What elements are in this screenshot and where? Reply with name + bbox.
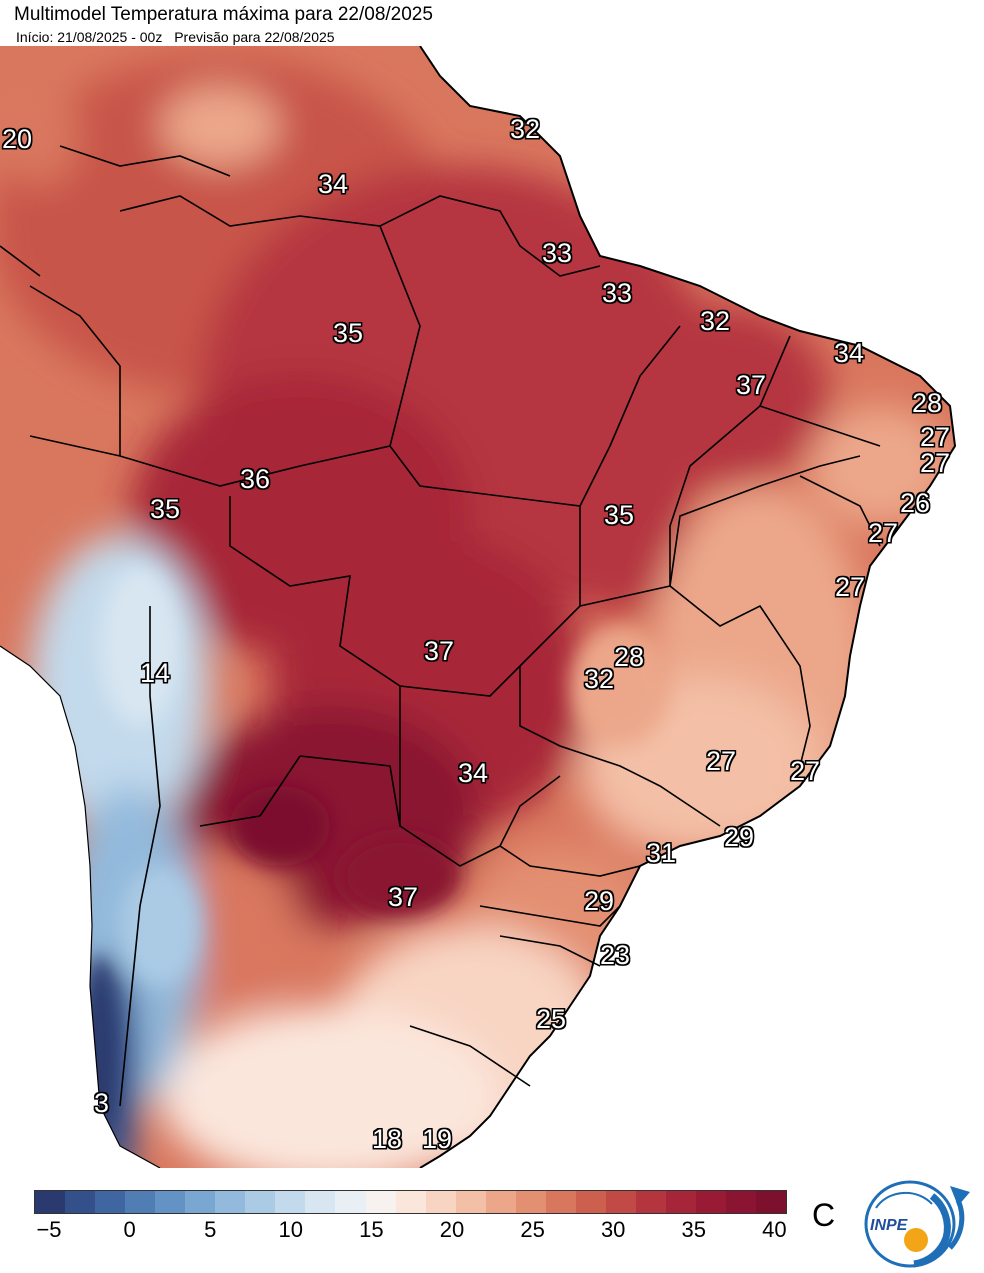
logo-text: INPE: [870, 1217, 909, 1234]
isotherm-label: 27: [706, 746, 737, 776]
colorbar-swatch: [365, 1191, 396, 1213]
isotherm-label: 29: [584, 886, 615, 916]
colorbar-swatch: [485, 1191, 516, 1213]
isotherm-label: 28: [912, 388, 943, 418]
isotherm-label: 27: [790, 756, 821, 786]
isotherm-label: 3: [94, 1088, 110, 1118]
colorbar-tick-label: 35: [681, 1217, 707, 1242]
isotherm-label: 27: [920, 448, 951, 478]
colorbar-swatch: [65, 1191, 96, 1213]
isotherm-label: 32: [510, 114, 541, 144]
isotherm-label: 27: [868, 518, 899, 548]
colorbar: [34, 1190, 787, 1214]
isotherm-label: 29: [724, 822, 755, 852]
colorbar-tick-label: 40: [762, 1217, 787, 1242]
isotherm-label: 26: [900, 488, 931, 518]
colorbar-swatch: [455, 1191, 486, 1213]
map-title: Multimodel Temperatura máxima para 22/08…: [14, 4, 433, 25]
colorbar-swatch: [185, 1191, 216, 1213]
forecast-date: Previsão para 22/08/2025: [174, 29, 335, 45]
isotherm-label: 27: [920, 422, 951, 452]
colorbar-swatch: [335, 1191, 366, 1213]
colorbar-swatch: [575, 1191, 606, 1213]
colorbar-tick-label: 20: [439, 1217, 465, 1242]
colorbar-swatch: [275, 1191, 306, 1213]
isotherm-label: 32: [700, 306, 731, 336]
colorbar-tick-label: −5: [36, 1217, 62, 1242]
isotherm-label: 18: [372, 1124, 403, 1154]
colorbar-swatch: [635, 1191, 666, 1213]
colorbar-tick-label: 0: [123, 1217, 136, 1242]
colorbar-tick-label: 25: [520, 1217, 545, 1242]
isotherm-label: 33: [602, 278, 633, 308]
isotherm-label: 37: [736, 370, 767, 400]
map-canvas: [0, 46, 984, 1168]
colorbar-swatch: [545, 1191, 576, 1213]
colorbar-swatch: [215, 1191, 246, 1213]
map-subtitle: Início: 21/08/2025 - 00z Previsão para 2…: [16, 29, 343, 45]
isotherm-label: 36: [240, 464, 271, 494]
colorbar-tick-label: 10: [278, 1217, 304, 1242]
temperature-map: 20 32 34 33 33 35 32 34 37 28 27 27 36 3…: [0, 46, 984, 1168]
isotherm-label: 28: [614, 642, 645, 672]
colorbar-swatch: [35, 1191, 66, 1213]
isotherm-label: 23: [600, 940, 631, 970]
pacific-coastline: [0, 645, 161, 1168]
isotherm-label: 37: [424, 636, 455, 666]
colorbar-swatch: [305, 1191, 336, 1213]
colorbar-swatch: [155, 1191, 186, 1213]
colorbar-swatch: [696, 1191, 727, 1213]
isotherm-label: 34: [318, 169, 349, 199]
colorbar-swatch: [125, 1191, 156, 1213]
colorbar-tick-label: 30: [600, 1217, 626, 1242]
isotherm-label: 20: [2, 124, 33, 154]
isotherm-label: 31: [646, 838, 677, 868]
isotherm-label: 33: [542, 238, 573, 268]
colorbar-swatch: [395, 1191, 426, 1213]
colorbar-tick-label: 5: [204, 1217, 217, 1242]
isotherm-label: 34: [834, 338, 865, 368]
colorbar-swatch: [756, 1191, 787, 1213]
isotherm-label: 14: [140, 658, 171, 688]
coastline: [419, 46, 957, 1168]
colorbar-swatch: [605, 1191, 636, 1213]
colorbar-swatch: [665, 1191, 697, 1213]
isotherm-label: 19: [422, 1124, 453, 1154]
colorbar-swatch: [95, 1191, 126, 1213]
isotherm-label: 35: [150, 494, 181, 524]
isotherm-label: 32: [584, 664, 615, 694]
colorbar-swatch: [425, 1191, 456, 1213]
init-time: Início: 21/08/2025 - 00z: [16, 29, 163, 45]
unit-label: C: [812, 1197, 836, 1233]
isotherm-label: 27: [835, 572, 866, 602]
isotherm-label: 35: [333, 318, 364, 348]
isotherm-label: 34: [458, 758, 489, 788]
colorbar-swatch: [726, 1191, 757, 1213]
state-borders: [0, 145, 881, 1107]
colorbar-swatch: [245, 1191, 276, 1213]
colorbar-tick-label: 15: [359, 1217, 384, 1242]
isotherm-label: 25: [536, 1004, 567, 1034]
isotherm-label: 35: [604, 500, 635, 530]
inpe-logo: INPE: [864, 1180, 970, 1268]
colorbar-swatch: [515, 1191, 546, 1213]
isotherm-label: 37: [388, 882, 419, 912]
